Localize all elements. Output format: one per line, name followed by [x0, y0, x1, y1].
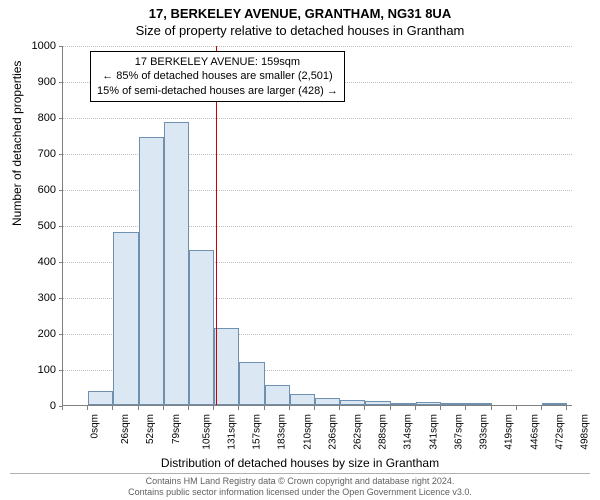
ytick-mark [59, 298, 63, 299]
xtick-label: 210sqm [303, 414, 314, 450]
ytick-label: 700 [0, 148, 56, 160]
ytick-mark [59, 118, 63, 119]
xtick-label: 52sqm [145, 414, 156, 444]
xtick-mark [138, 406, 139, 410]
histogram-bar [542, 403, 567, 405]
histogram-bar [466, 403, 492, 405]
footer-line-1: Contains HM Land Registry data © Crown c… [0, 476, 600, 487]
histogram-bar [441, 403, 466, 405]
page-title-2: Size of property relative to detached ho… [0, 21, 600, 38]
histogram-bar [214, 328, 239, 405]
histogram-bar [113, 232, 139, 405]
histogram-bar [290, 394, 315, 405]
x-axis-label: Distribution of detached houses by size … [0, 456, 600, 470]
xtick-mark [163, 406, 164, 410]
xtick-label: 367sqm [454, 414, 465, 450]
annotation-box: 17 BERKELEY AVENUE: 159sqm ← 85% of deta… [90, 51, 345, 102]
footer-line-2: Contains public sector information licen… [0, 487, 600, 498]
xtick-mark [541, 406, 542, 410]
ytick-label: 600 [0, 184, 56, 196]
xtick-label: 341sqm [429, 414, 440, 450]
histogram-bar [189, 250, 214, 405]
gridline-h [63, 46, 572, 47]
ytick-mark [59, 82, 63, 83]
ytick-mark [59, 262, 63, 263]
xtick-label: 419sqm [504, 414, 515, 450]
xtick-mark [440, 406, 441, 410]
xtick-mark [238, 406, 239, 410]
xtick-label: 288sqm [378, 414, 389, 450]
xtick-mark [289, 406, 290, 410]
xtick-mark [465, 406, 466, 410]
histogram-bar [139, 137, 164, 405]
histogram-bar [365, 401, 391, 405]
xtick-mark [264, 406, 265, 410]
xtick-label: 472sqm [555, 414, 566, 450]
histogram-bar [265, 385, 290, 405]
ytick-label: 900 [0, 76, 56, 88]
page-title-1: 17, BERKELEY AVENUE, GRANTHAM, NG31 8UA [0, 0, 600, 21]
ytick-label: 100 [0, 364, 56, 376]
xtick-mark [62, 406, 63, 410]
ytick-label: 0 [0, 400, 56, 412]
histogram-bar [88, 391, 113, 405]
xtick-mark [339, 406, 340, 410]
xtick-label: 446sqm [530, 414, 541, 450]
histogram-bar [340, 400, 365, 405]
histogram-bar [164, 122, 189, 405]
histogram-bar [239, 362, 265, 405]
annotation-line-3: 15% of semi-detached houses are larger (… [97, 84, 338, 98]
ytick-mark [59, 46, 63, 47]
ytick-mark [59, 226, 63, 227]
xtick-label: 26sqm [120, 414, 131, 444]
annotation-line-1: 17 BERKELEY AVENUE: 159sqm [97, 55, 338, 69]
xtick-label: 131sqm [227, 414, 238, 450]
ytick-label: 300 [0, 292, 56, 304]
footer-text: Contains HM Land Registry data © Crown c… [0, 476, 600, 498]
xtick-label: 157sqm [252, 414, 263, 450]
xtick-label: 105sqm [202, 414, 213, 450]
ytick-mark [59, 334, 63, 335]
xtick-label: 236sqm [328, 414, 339, 450]
xtick-mark [415, 406, 416, 410]
ytick-mark [59, 370, 63, 371]
xtick-mark [87, 406, 88, 410]
ytick-label: 500 [0, 220, 56, 232]
xtick-label: 79sqm [171, 414, 182, 444]
xtick-mark [566, 406, 567, 410]
histogram-bar [416, 402, 441, 405]
histogram-bar [315, 398, 340, 405]
xtick-mark [188, 406, 189, 410]
xtick-mark [364, 406, 365, 410]
xtick-mark [390, 406, 391, 410]
xtick-mark [516, 406, 517, 410]
xtick-label: 0sqm [89, 414, 100, 438]
ytick-mark [59, 190, 63, 191]
xtick-label: 183sqm [277, 414, 288, 450]
ytick-mark [59, 154, 63, 155]
ytick-label: 400 [0, 256, 56, 268]
xtick-label: 262sqm [353, 414, 364, 450]
ytick-label: 1000 [0, 40, 56, 52]
xtick-mark [491, 406, 492, 410]
xtick-mark [213, 406, 214, 410]
gridline-h [63, 118, 572, 119]
xtick-label: 314sqm [403, 414, 414, 450]
xtick-mark [112, 406, 113, 410]
ytick-label: 200 [0, 328, 56, 340]
xtick-label: 498sqm [580, 414, 591, 450]
xtick-mark [314, 406, 315, 410]
ytick-label: 800 [0, 112, 56, 124]
footer-divider [10, 473, 590, 474]
xtick-label: 393sqm [479, 414, 490, 450]
annotation-line-2: ← 85% of detached houses are smaller (2,… [97, 69, 338, 83]
histogram-bar [391, 403, 416, 405]
